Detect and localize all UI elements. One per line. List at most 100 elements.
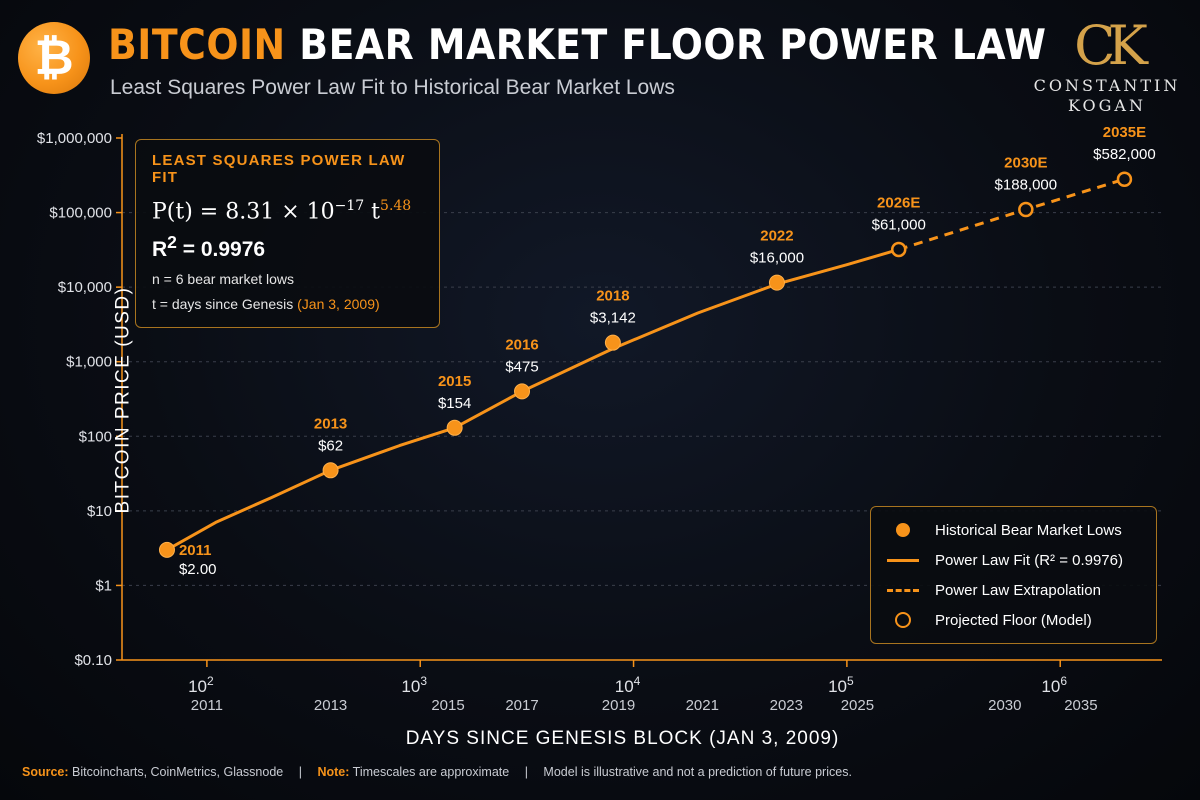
- y-tick-label: $1,000: [66, 354, 112, 371]
- y-axis-label: BITCOIN PRICE (USD): [112, 286, 134, 514]
- legend-dash-icon: [885, 580, 923, 600]
- point-labels: 2011 $2.00 2013 $62 2015 $154 2016 $475 2018 $3,1…: [179, 124, 1156, 578]
- projected-floor-point: [1116, 171, 1133, 187]
- fit-r-squared: R2 = 0.9976: [152, 232, 423, 262]
- y-tick-label: $100: [79, 428, 112, 445]
- r2-label: R: [152, 238, 168, 262]
- fit-equation: P(t) = 8.31 × 10−17 t5.48: [152, 198, 423, 224]
- point-price-label: $3,142: [590, 310, 636, 327]
- projected-price-label: $188,000: [995, 176, 1058, 193]
- fit-n-note: n = 6 bear market lows: [152, 271, 295, 288]
- title-rest: BEAR MARKET FLOOR POWER LAW: [299, 20, 1047, 69]
- title-accent: BITCOIN: [108, 20, 286, 69]
- brand-name-last: KOGAN: [1068, 96, 1146, 115]
- x-tick-label: 105: [828, 674, 854, 696]
- footer-note: Timescales are approximate: [352, 765, 510, 779]
- brand-logo: CK CONSTANTIN KOGAN: [1032, 16, 1182, 116]
- historical-low-point: [322, 462, 339, 479]
- page-title: BITCOIN BEAR MARKET FLOOR POWER LAW: [108, 20, 1046, 69]
- projected-price-label: $582,000: [1093, 146, 1156, 163]
- projected-year-label: 2030E: [1004, 154, 1047, 171]
- legend-line-icon: [885, 550, 923, 570]
- fit-t-text: t = days since Genesis: [152, 296, 294, 313]
- footer-source: Bitcoincharts, CoinMetrics, Glassnode: [72, 765, 284, 779]
- fit-t-note: t = days since Genesis (Jan 3, 2009): [152, 296, 423, 312]
- historical-low-point: [158, 541, 175, 558]
- legend-item-fit: Power Law Fit (R² = 0.9976): [885, 545, 1142, 575]
- footer-source-key: Source:: [22, 765, 69, 779]
- point-year-label: 2011: [179, 542, 212, 559]
- fit-eq-exp: 5.48: [380, 198, 412, 214]
- legend-item-extrapolation: Power Law Extrapolation: [885, 575, 1142, 605]
- x-year-label: 2023: [770, 697, 803, 714]
- y-tick-label: $10: [87, 503, 112, 520]
- r2-sup: 2: [167, 232, 177, 253]
- legend-ring-icon: [885, 610, 923, 630]
- x-tick-label: 103: [401, 674, 427, 696]
- x-year-label: 2013: [314, 697, 347, 714]
- projected-year-label: 2026E: [877, 194, 920, 211]
- y-tick-label: $1: [95, 577, 112, 594]
- x-tick-label: 106: [1041, 674, 1067, 696]
- axes: $0.10 $1 $10 $100 $1,000 $10,000 $100,000 $1,00…: [37, 130, 1162, 714]
- r2-value: = 0.9976: [176, 238, 266, 262]
- footer: Source: Bitcoincharts, CoinMetrics, Glas…: [22, 765, 852, 779]
- header: ₿ BITCOIN BEAR MARKET FLOOR POWER LAW Le…: [0, 0, 1200, 120]
- x-year-label: 2021: [686, 697, 719, 714]
- legend-label: Power Law Fit (R² = 0.9976): [935, 551, 1123, 569]
- point-price-label: $154: [438, 395, 471, 412]
- fit-t-date: (Jan 3, 2009): [297, 296, 380, 313]
- x-year-label: 2025: [841, 697, 874, 714]
- x-year-label: 2035: [1064, 697, 1097, 714]
- legend-item-projected: Projected Floor (Model): [885, 605, 1142, 635]
- fit-info-box: LEAST SQUARES POWER LAW FIT P(t) = 8.31 …: [135, 139, 440, 328]
- x-year-label: 2015: [431, 697, 464, 714]
- legend-dot-icon: [885, 520, 923, 540]
- x-tick-label: 102: [188, 674, 214, 696]
- bitcoin-glyph: ₿: [34, 30, 74, 86]
- legend-label: Power Law Extrapolation: [935, 581, 1101, 599]
- x-tick-label: 104: [615, 674, 641, 696]
- historical-low-point: [514, 383, 531, 400]
- y-tick-label: $100,000: [49, 205, 112, 222]
- brand-name-first: CONSTANTIN: [1033, 76, 1181, 95]
- chart-legend: Historical Bear Market Lows Power Law Fi…: [870, 506, 1157, 644]
- footer-note-key: Note:: [317, 765, 350, 779]
- y-tick-label: $1,000,000: [37, 130, 112, 147]
- projected-floor-point: [1018, 201, 1034, 218]
- historical-low-point: [446, 419, 463, 436]
- projected-floor-point: [890, 241, 907, 258]
- x-year-label: 2030: [988, 697, 1021, 714]
- data-points: [158, 171, 1133, 558]
- fit-eq-coef-exp: −17: [334, 198, 365, 214]
- brand-mark: CK: [1074, 14, 1148, 77]
- legend-label: Projected Floor (Model): [935, 611, 1092, 629]
- x-year-label: 2011: [191, 697, 223, 714]
- page-subtitle: Least Squares Power Law Fit to Historica…: [110, 76, 675, 99]
- projected-price-label: $61,000: [872, 216, 926, 233]
- historical-low-point: [604, 334, 621, 351]
- point-price-label: $16,000: [750, 250, 804, 267]
- x-year-label: 2019: [602, 697, 635, 714]
- legend-label: Historical Bear Market Lows: [935, 521, 1122, 539]
- power-law-fit-line: [166, 248, 900, 552]
- footer-disclaimer: Model is illustrative and not a predicti…: [543, 765, 852, 779]
- point-price-label: $62: [318, 437, 343, 454]
- point-price-label: $2.00: [179, 561, 217, 578]
- bitcoin-icon: ₿: [18, 22, 90, 94]
- y-tick-label: $10,000: [58, 279, 112, 296]
- grid-lines: [122, 212, 1162, 586]
- fit-eq-var: t: [364, 199, 381, 225]
- point-price-label: $475: [505, 358, 538, 375]
- y-tick-label: $0.10: [74, 652, 112, 669]
- legend-item-historical: Historical Bear Market Lows: [885, 515, 1142, 545]
- projected-year-label: 2035E: [1103, 124, 1146, 141]
- point-year-label: 2015: [438, 373, 471, 390]
- fit-eq-prefix: P(t) = 8.31 × 10: [152, 199, 335, 225]
- x-axis-label: DAYS SINCE GENESIS BLOCK (JAN 3, 2009): [405, 728, 840, 749]
- historical-low-point: [768, 274, 785, 291]
- fit-box-title: LEAST SQUARES POWER LAW FIT: [152, 152, 406, 186]
- point-year-label: 2013: [314, 415, 347, 432]
- point-year-label: 2022: [760, 228, 793, 245]
